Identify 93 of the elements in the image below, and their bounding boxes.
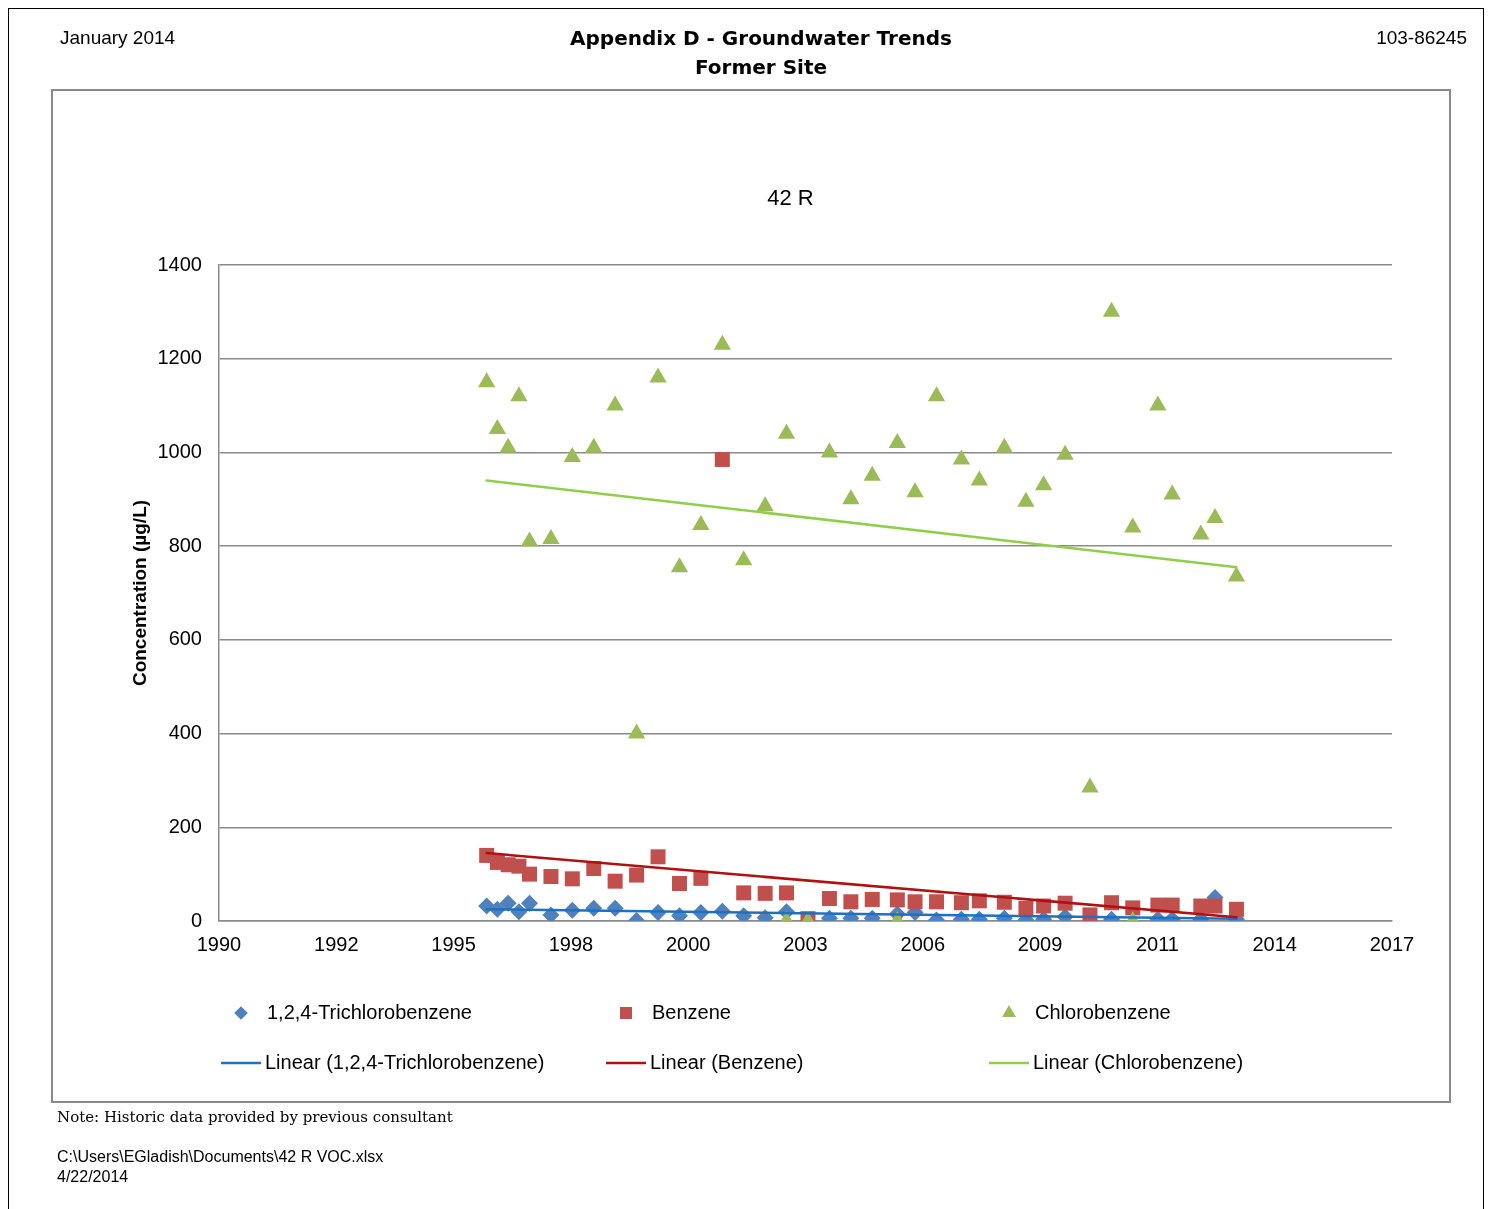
text: 103-86245: [1376, 27, 1467, 49]
point: [563, 447, 581, 463]
point: [863, 465, 881, 481]
point: [522, 866, 537, 882]
point: [952, 449, 971, 465]
text: Note: Historic data provided by previous consultant: [57, 1108, 453, 1126]
point: [929, 894, 945, 910]
point: [1207, 898, 1223, 914]
point: [520, 894, 538, 912]
legend-label: Chlorobenzene: [1035, 1000, 1171, 1023]
point: [1081, 777, 1099, 793]
point: [1102, 301, 1121, 317]
point: [1192, 524, 1210, 540]
point: [1149, 395, 1167, 411]
point: [670, 557, 689, 573]
point: [777, 423, 796, 439]
point: [995, 437, 1013, 453]
point: [1018, 900, 1034, 916]
point: [478, 372, 496, 388]
x-tick-label: 1992: [314, 932, 359, 955]
point: [906, 482, 924, 498]
text: C:\Users\EGladish\Documents\42 R VOC.xlsx: [57, 1148, 384, 1166]
y-tick-label: 600: [168, 627, 202, 650]
point: [488, 419, 507, 434]
point: [864, 891, 880, 907]
x-tick-label: 1990: [196, 932, 242, 955]
x-tick-label: 2009: [1017, 932, 1063, 955]
point: [564, 871, 580, 887]
point: [714, 451, 730, 467]
point: [607, 873, 623, 889]
point: [1206, 508, 1224, 524]
point: [927, 386, 946, 402]
text: Appendix D - Groundwater Trends: [570, 26, 952, 50]
y-axis-title: Concentration (µg/L): [128, 499, 150, 687]
text: January 2014: [60, 27, 176, 49]
point: [843, 894, 859, 910]
x-tick-label: 2011: [1135, 932, 1179, 955]
point: [779, 885, 794, 901]
point: [757, 885, 773, 901]
x-tick-label: 1995: [431, 932, 476, 955]
point: [1163, 484, 1181, 500]
point: [585, 437, 603, 453]
point: [499, 437, 517, 453]
chart-title: 42 R: [767, 185, 814, 211]
y-tick-label: 800: [168, 533, 202, 556]
text: Former Site: [694, 55, 828, 79]
point: [735, 550, 753, 566]
point: [1034, 475, 1053, 491]
y-tick-label: 1200: [157, 346, 202, 369]
point: [821, 891, 837, 906]
point: [1228, 901, 1244, 917]
point: [888, 433, 907, 449]
x-tick-label: 2017: [1369, 932, 1415, 955]
point: [510, 386, 528, 402]
point: [953, 895, 969, 911]
legend-label: Benzene: [652, 1000, 731, 1023]
point: [889, 892, 905, 908]
point: [1227, 566, 1246, 582]
point: [756, 496, 774, 512]
y-tick-label: 1400: [157, 252, 202, 275]
point: [1124, 517, 1142, 533]
point: [907, 894, 923, 910]
x-tick-label: 1998: [548, 932, 594, 955]
legend-label: Linear (Benzene): [650, 1050, 804, 1073]
point: [736, 885, 752, 901]
point: [1056, 444, 1074, 460]
point: [842, 489, 860, 505]
point: [520, 531, 539, 547]
point: [672, 876, 688, 892]
point: [606, 395, 624, 411]
y-tick-label: 0: [190, 908, 202, 931]
point: [543, 868, 559, 884]
point: [542, 529, 560, 545]
y-tick-label: 200: [168, 814, 202, 837]
x-tick-label: 2014: [1252, 932, 1297, 955]
legend-label: 1,2,4-Trichlorobenzene: [267, 1000, 472, 1023]
point: [649, 367, 667, 383]
point: [713, 334, 731, 350]
x-tick-label: 2006: [900, 932, 946, 955]
text: 4/22/2014: [57, 1168, 129, 1186]
point: [1017, 491, 1035, 507]
point: [970, 470, 988, 486]
point: [629, 867, 645, 883]
x-tick-label: 2003: [783, 932, 828, 955]
y-tick-label: 1000: [157, 439, 202, 462]
y-tick-label: 400: [168, 721, 202, 744]
point: [627, 723, 646, 739]
legend-label: Linear (Chlorobenzene): [1033, 1050, 1244, 1073]
point: [692, 515, 710, 531]
legend-label: Linear (1,2,4-Trichlorobenzene): [265, 1050, 545, 1073]
x-tick-label: 2000: [665, 932, 711, 955]
point: [650, 849, 666, 865]
point: [820, 442, 839, 458]
